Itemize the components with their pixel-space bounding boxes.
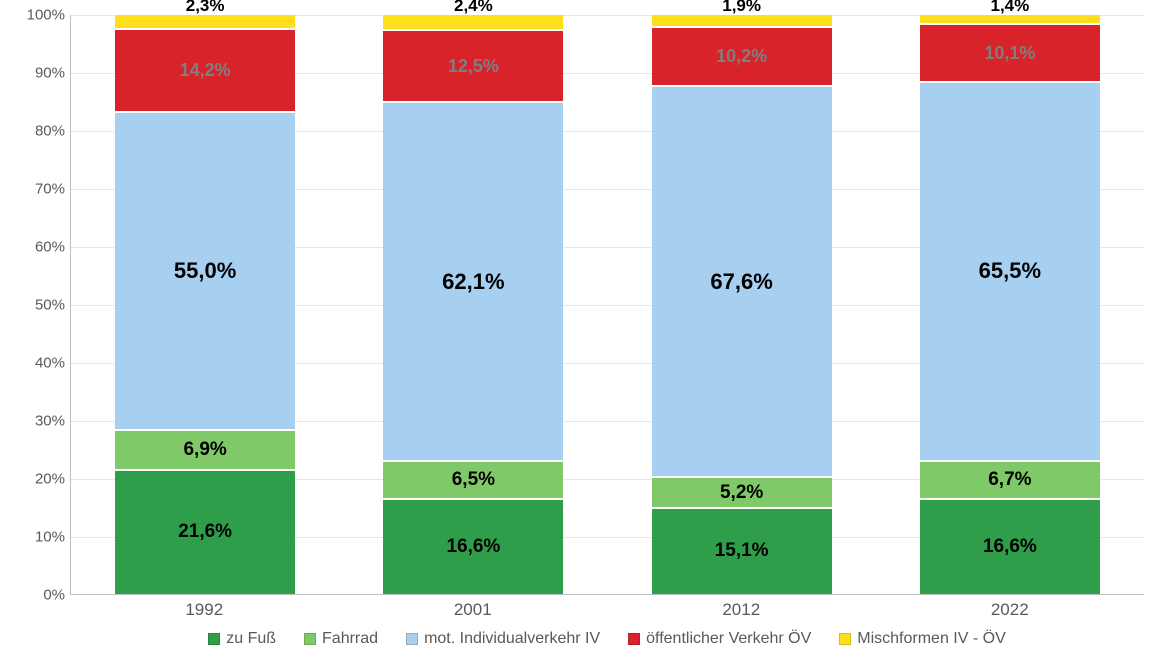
segment-label: 10,1% <box>984 43 1035 64</box>
segment-mot_iv: 67,6% <box>652 85 832 476</box>
legend: zu Fuß Fahrrad mot. Individualverkehr IV öf… <box>70 630 1144 648</box>
segment-label: 16,6% <box>446 536 500 558</box>
legend-item-zu_fuss: zu Fuß <box>208 630 276 648</box>
y-tick-label: 0% <box>10 587 65 604</box>
plot-area: 21,6% 6,9% 55,0% 14,2% 2,3% 16,6% 6,5% 62,1% 12,… <box>70 15 1144 595</box>
segment-label: 16,6% <box>983 536 1037 558</box>
segment-label: 2,4% <box>454 0 493 16</box>
segment-misch: 2,4% <box>383 15 563 29</box>
segment-label: 1,4% <box>991 0 1030 16</box>
segment-misch: 1,4% <box>920 15 1100 23</box>
y-tick-label: 90% <box>10 65 65 82</box>
segment-label: 10,2% <box>716 46 767 67</box>
segment-zu_fuss: 16,6% <box>920 498 1100 594</box>
y-tick-label: 80% <box>10 123 65 140</box>
legend-swatch <box>839 633 851 645</box>
modal-split-chart: 0% 10% 20% 30% 40% 50% 60% 70% 80% 90% 100% 21,6% 6… <box>10 10 1154 657</box>
segment-label: 55,0% <box>174 258 236 284</box>
segment-zu_fuss: 16,6% <box>383 498 563 594</box>
y-tick-label: 70% <box>10 181 65 198</box>
legend-swatch <box>628 633 640 645</box>
y-tick-label: 100% <box>10 7 65 24</box>
legend-label: öffentlicher Verkehr ÖV <box>646 630 811 648</box>
segment-oev: 10,2% <box>652 26 832 85</box>
y-tick-label: 40% <box>10 355 65 372</box>
segment-label: 5,2% <box>720 482 763 504</box>
segment-label: 62,1% <box>442 269 504 295</box>
legend-swatch <box>208 633 220 645</box>
segment-misch: 2,3% <box>115 15 295 28</box>
segment-mot_iv: 65,5% <box>920 81 1100 459</box>
segment-oev: 10,1% <box>920 23 1100 81</box>
segment-label: 6,9% <box>183 439 226 461</box>
segment-zu_fuss: 15,1% <box>652 507 832 594</box>
segment-label: 67,6% <box>710 269 772 295</box>
segment-oev: 12,5% <box>383 29 563 101</box>
segment-label: 6,5% <box>452 469 495 491</box>
segment-oev: 14,2% <box>115 28 295 110</box>
x-label: 1992 <box>114 600 294 620</box>
x-label: 2012 <box>651 600 831 620</box>
segment-label: 6,7% <box>988 469 1031 491</box>
segment-fahrrad: 5,2% <box>652 476 832 506</box>
segment-label: 12,5% <box>448 56 499 77</box>
bar-2001: 16,6% 6,5% 62,1% 12,5% 2,4% <box>383 15 563 594</box>
segment-label: 14,2% <box>180 60 231 81</box>
legend-swatch <box>304 633 316 645</box>
segment-label: 21,6% <box>178 521 232 543</box>
legend-item-mot_iv: mot. Individualverkehr IV <box>406 630 600 648</box>
segment-fahrrad: 6,9% <box>115 429 295 469</box>
bar-2022: 16,6% 6,7% 65,5% 10,1% 1,4% <box>920 15 1100 594</box>
segment-fahrrad: 6,5% <box>383 460 563 498</box>
legend-label: Fahrrad <box>322 630 378 648</box>
bar-1992: 21,6% 6,9% 55,0% 14,2% 2,3% <box>115 15 295 594</box>
y-tick-label: 10% <box>10 529 65 546</box>
segment-zu_fuss: 21,6% <box>115 469 295 594</box>
y-tick-label: 20% <box>10 471 65 488</box>
x-label: 2001 <box>383 600 563 620</box>
legend-label: zu Fuß <box>226 630 276 648</box>
segment-fahrrad: 6,7% <box>920 460 1100 499</box>
segment-misch: 1,9% <box>652 15 832 26</box>
legend-swatch <box>406 633 418 645</box>
legend-item-oev: öffentlicher Verkehr ÖV <box>628 630 811 648</box>
segment-label: 65,5% <box>979 258 1041 284</box>
legend-item-fahrrad: Fahrrad <box>304 630 378 648</box>
y-tick-label: 60% <box>10 239 65 256</box>
segment-mot_iv: 55,0% <box>115 111 295 429</box>
legend-label: mot. Individualverkehr IV <box>424 630 600 648</box>
segment-label: 1,9% <box>722 0 761 16</box>
x-label: 2022 <box>920 600 1100 620</box>
y-tick-label: 50% <box>10 297 65 314</box>
x-axis-labels: 1992 2001 2012 2022 <box>70 600 1144 620</box>
y-tick-label: 30% <box>10 413 65 430</box>
segment-label: 2,3% <box>186 0 225 16</box>
legend-label: Mischformen IV - ÖV <box>857 630 1005 648</box>
segment-label: 15,1% <box>715 540 769 562</box>
legend-item-misch: Mischformen IV - ÖV <box>839 630 1005 648</box>
bar-2012: 15,1% 5,2% 67,6% 10,2% 1,9% <box>652 15 832 594</box>
segment-mot_iv: 62,1% <box>383 101 563 460</box>
